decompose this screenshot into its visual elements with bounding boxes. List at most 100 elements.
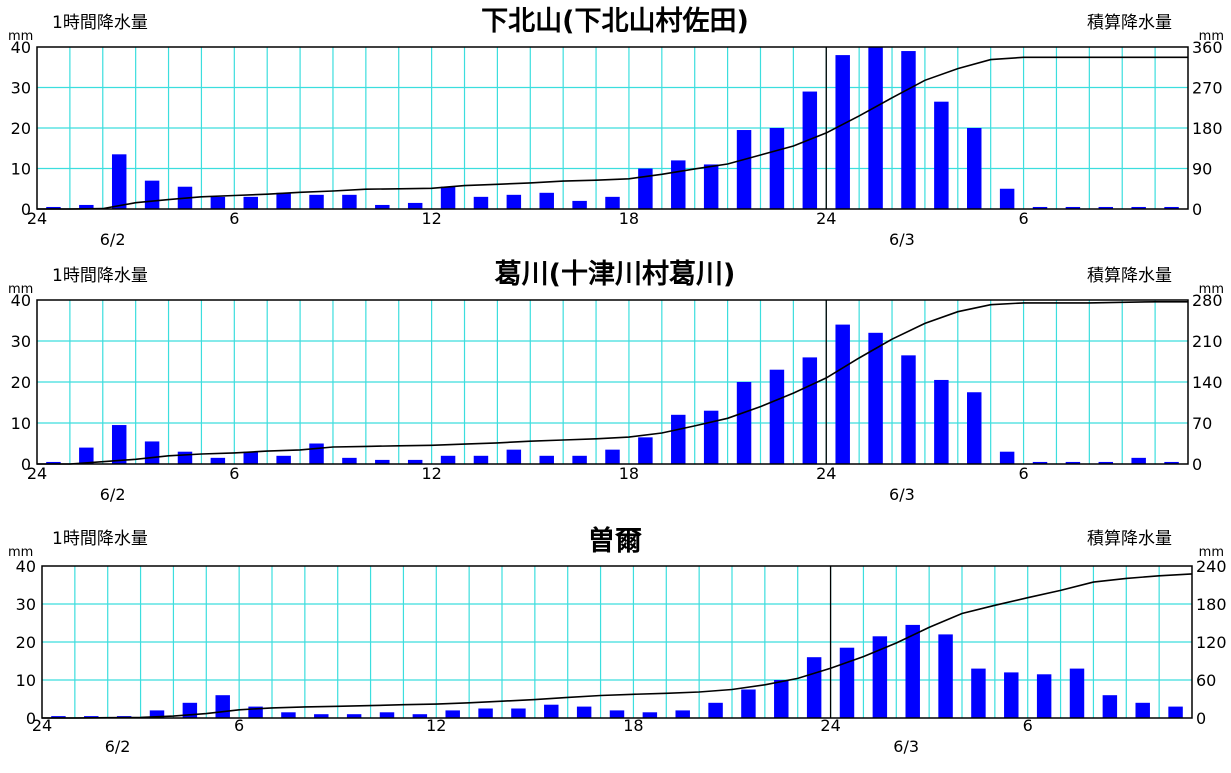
precip-bar bbox=[1168, 706, 1183, 718]
precip-bar bbox=[276, 192, 291, 209]
precip-bar bbox=[544, 704, 559, 718]
precip-bar bbox=[741, 689, 756, 718]
x-tick-label: 6 bbox=[229, 209, 239, 228]
y-tick-label-right: 240 bbox=[1196, 557, 1227, 576]
unit-label-right: mm bbox=[1199, 282, 1224, 297]
precip-bar bbox=[46, 461, 61, 464]
precip-bar bbox=[314, 714, 329, 718]
precip-bar bbox=[905, 624, 920, 718]
precip-bar bbox=[144, 180, 160, 209]
cumulative-line bbox=[42, 573, 1193, 719]
x-tick-label: 18 bbox=[619, 464, 639, 483]
precip-bar bbox=[999, 451, 1015, 464]
y-tick-label-left: 10 bbox=[11, 414, 31, 433]
x-tick-label: 24 bbox=[27, 209, 47, 228]
y-tick-label-left: 40 bbox=[11, 38, 31, 57]
precip-bar bbox=[967, 128, 982, 209]
precip-bar bbox=[572, 455, 587, 464]
date-label: 6/2 bbox=[100, 230, 126, 249]
y-tick-label-right: 0 bbox=[1192, 455, 1202, 474]
chart-title: 下北山(下北山村佐田) bbox=[481, 6, 749, 37]
x-tick-label: 24 bbox=[27, 464, 47, 483]
y-tick-label-right: 140 bbox=[1192, 373, 1223, 392]
y-tick-label-left: 40 bbox=[16, 557, 36, 576]
precip-bar bbox=[1065, 461, 1081, 464]
plot-frame bbox=[36, 46, 1189, 210]
precip-bar bbox=[243, 196, 258, 209]
x-tick-label: 12 bbox=[426, 716, 446, 735]
precip-bar bbox=[638, 168, 653, 209]
precip-bar bbox=[281, 712, 296, 718]
precip-bar bbox=[379, 712, 395, 718]
precip-bar bbox=[215, 695, 230, 718]
y-tick-label-right: 120 bbox=[1196, 633, 1227, 652]
precip-bar bbox=[1065, 206, 1081, 209]
y-tick-label-right: 280 bbox=[1192, 291, 1223, 310]
unit-label-left: mm bbox=[8, 29, 33, 44]
precip-bar bbox=[1032, 461, 1048, 464]
precip-bar bbox=[346, 714, 362, 718]
y-axis-title-left: 1時間降水量 bbox=[52, 266, 148, 286]
x-tick-label: 24 bbox=[816, 209, 836, 228]
x-tick-label: 6 bbox=[1018, 464, 1028, 483]
date-label: 6/2 bbox=[105, 737, 131, 756]
precip-bar bbox=[1098, 461, 1114, 464]
x-tick-label: 12 bbox=[421, 209, 441, 228]
x-tick-label: 24 bbox=[820, 716, 840, 735]
precip-bar bbox=[971, 668, 986, 718]
precip-bar bbox=[642, 712, 658, 718]
precip-bar bbox=[839, 647, 855, 718]
precip-bar bbox=[506, 194, 522, 209]
y-tick-label-right: 70 bbox=[1192, 414, 1212, 433]
precip-bar bbox=[769, 369, 785, 464]
y-tick-label-left: 30 bbox=[11, 79, 31, 98]
precip-bar bbox=[511, 708, 526, 718]
precip-bar bbox=[539, 192, 554, 209]
precip-bar bbox=[736, 130, 752, 209]
precip-bar bbox=[736, 382, 752, 464]
y-tick-label-left: 30 bbox=[16, 595, 36, 614]
precip-bar bbox=[1036, 674, 1052, 718]
precip-bar bbox=[473, 455, 489, 464]
precip-bar bbox=[1131, 206, 1146, 209]
precip-bar bbox=[806, 657, 822, 718]
y-tick-label-right: 180 bbox=[1196, 595, 1227, 614]
precip-bar bbox=[440, 186, 456, 209]
precip-bar bbox=[708, 702, 723, 718]
precip-bar bbox=[407, 459, 423, 464]
unit-label-left: mm bbox=[8, 545, 33, 560]
precip-bar bbox=[605, 449, 620, 464]
precip-bar bbox=[934, 101, 949, 209]
y-axis-title-right: 積算降水量 bbox=[1087, 13, 1172, 33]
date-label: 6/2 bbox=[100, 485, 126, 504]
precip-bar bbox=[473, 196, 489, 209]
precip-bar bbox=[412, 714, 428, 718]
precip-bar bbox=[938, 634, 953, 718]
precip-bar bbox=[111, 425, 127, 464]
precip-bar bbox=[84, 716, 99, 718]
precip-bar bbox=[478, 708, 493, 718]
x-tick-label: 18 bbox=[623, 716, 643, 735]
precip-bar bbox=[1135, 702, 1150, 718]
precip-bar bbox=[210, 196, 226, 209]
y-tick-label-right: 90 bbox=[1192, 160, 1212, 179]
x-tick-label: 24 bbox=[816, 464, 836, 483]
unit-label-right: mm bbox=[1199, 545, 1224, 560]
precip-bar bbox=[576, 706, 592, 718]
date-label: 6/3 bbox=[893, 737, 919, 756]
precip-bar bbox=[210, 457, 226, 464]
y-tick-label-left: 20 bbox=[11, 373, 31, 392]
y-tick-label-left: 40 bbox=[11, 291, 31, 310]
y-tick-label-left: 10 bbox=[11, 160, 31, 179]
precip-bar bbox=[774, 680, 789, 718]
precip-bar bbox=[802, 91, 818, 209]
precip-bar bbox=[407, 202, 423, 209]
y-tick-label-left: 0 bbox=[21, 200, 31, 219]
precip-bar bbox=[835, 55, 850, 209]
y-tick-label-right: 180 bbox=[1192, 119, 1223, 138]
y-tick-label-right: 360 bbox=[1192, 38, 1223, 57]
y-tick-label-left: 10 bbox=[16, 671, 36, 690]
